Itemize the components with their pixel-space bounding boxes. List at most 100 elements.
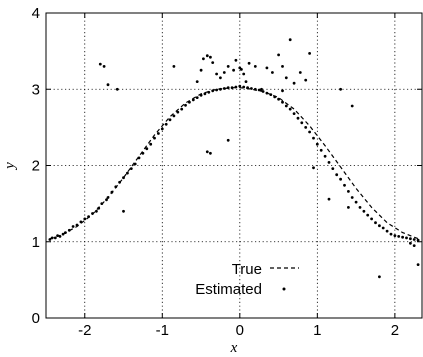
estimated-point [381,226,385,230]
estimated-point [269,93,273,96]
estimated-point [48,238,52,241]
y-tick-label: 2 [32,158,40,175]
data-layer [48,38,420,279]
estimated-point [242,85,246,89]
estimated-point [222,71,226,74]
estimated-point [347,206,350,209]
estimated-point [405,236,408,240]
estimated-point [232,68,236,72]
estimated-point [343,183,346,187]
estimated-point [271,71,274,74]
x-tick-label: -1 [156,322,169,339]
legend: True Estimated [195,261,299,298]
estimated-point [195,96,199,99]
grid-lines [46,12,422,319]
estimated-point [209,55,212,59]
x-tick-label: 0 [236,322,244,339]
estimated-point [106,83,110,87]
estimated-point [172,114,176,118]
legend-swatch-estimated [282,287,286,291]
estimated-point [118,180,121,184]
estimated-point [172,65,176,68]
estimated-point [79,220,83,224]
axis-ticks: -2 -1 0 1 2 0 1 2 3 4 [32,5,422,339]
estimated-point [234,58,238,62]
estimated-point [50,236,54,240]
estimated-point [211,89,215,93]
estimated-point [300,121,304,125]
x-tick-label: -2 [78,322,91,339]
x-axis-label: x [230,340,238,356]
estimated-point [401,235,404,239]
estimated-point [246,86,250,90]
estimated-point [205,54,209,58]
estimated-point [209,151,212,155]
estimated-point [122,176,125,180]
estimated-point [222,87,226,90]
estimated-point [412,238,416,241]
estimated-point [370,217,373,221]
estimated-point [393,234,397,238]
estimated-point [265,91,269,95]
estimated-point [226,86,230,90]
estimated-point [164,122,168,126]
estimated-point [253,87,257,91]
estimated-point [327,197,331,201]
estimated-point [374,221,377,225]
estimated-point [339,177,342,181]
estimated-point [122,209,125,213]
estimated-point [277,97,280,101]
estimated-point [61,232,65,236]
series-true-line [49,87,419,240]
estimated-point [226,138,230,142]
estimated-point [53,236,57,240]
estimated-point [102,65,106,68]
estimated-point [412,244,416,248]
estimated-point [226,65,230,68]
estimated-point [409,241,412,245]
estimated-point [281,65,284,68]
x-tick-label: 2 [391,322,399,339]
estimated-point [202,57,205,61]
estimated-point [308,130,311,134]
estimated-point [358,206,362,209]
estimated-point [273,95,277,99]
estimated-point [98,62,102,66]
estimated-point [211,61,215,64]
estimated-point [292,81,296,85]
estimated-point [129,167,133,171]
estimated-point [207,90,211,94]
estimated-point [292,112,296,115]
y-tick-label: 4 [32,5,40,22]
estimated-point [296,116,300,120]
estimated-point [261,90,265,93]
estimated-point [250,87,253,90]
estimated-point [87,215,90,219]
estimated-point [176,110,180,114]
estimated-point [153,136,156,140]
estimated-point [137,156,141,160]
estimated-point [242,72,246,76]
estimated-point [56,234,59,238]
estimated-point [205,150,209,154]
estimated-point [67,228,71,232]
estimated-point [323,154,327,158]
estimated-point [335,173,339,177]
estimated-point [331,167,335,171]
estimated-point [195,80,199,83]
y-tick-label: 3 [32,81,40,98]
estimated-point [389,232,393,236]
estimated-point [319,148,323,152]
estimated-point [247,61,251,65]
estimated-point [83,217,87,221]
estimated-point [244,80,248,83]
estimated-point [58,235,62,238]
x-tick-label: 1 [313,322,321,339]
estimated-point [203,92,207,96]
estimated-point [91,212,94,215]
legend-label-true: True [232,261,262,278]
estimated-point [215,88,219,92]
estimated-point [168,118,172,122]
estimated-point [106,196,110,199]
